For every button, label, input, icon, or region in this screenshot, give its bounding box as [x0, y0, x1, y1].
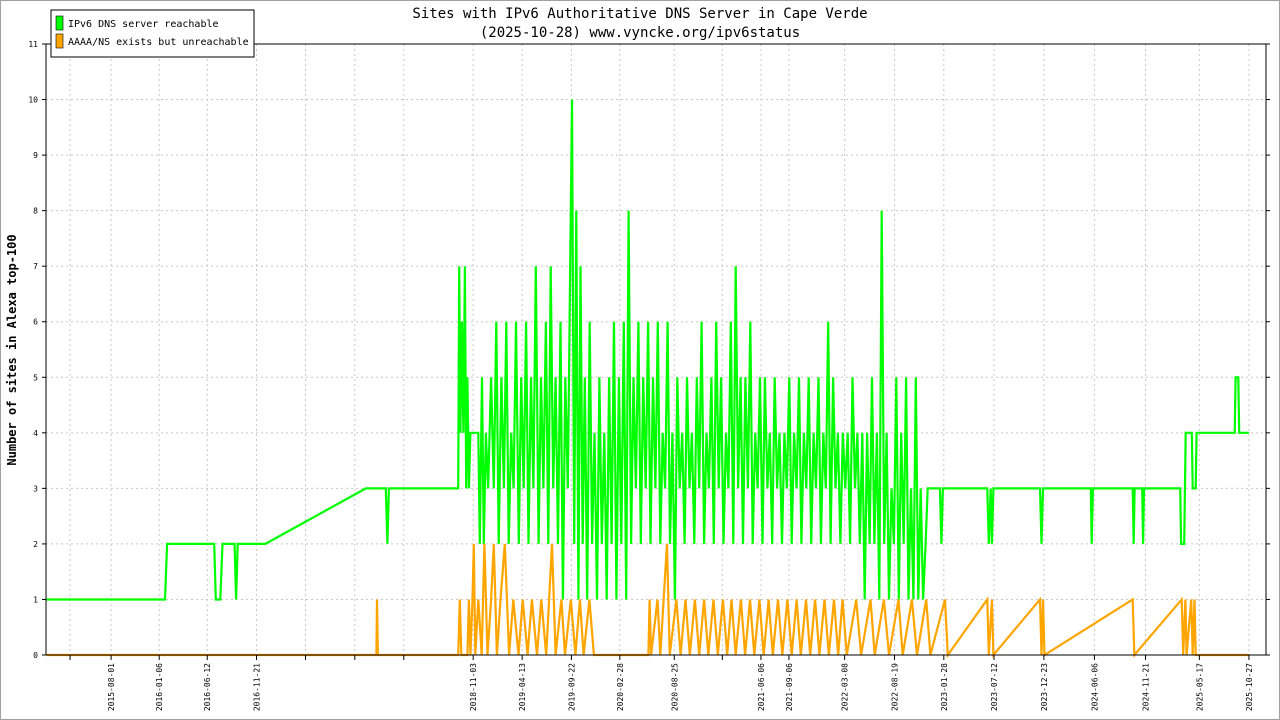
x-tick-label: 2023-01-28: [940, 663, 949, 711]
y-tick-label: 0: [33, 651, 38, 660]
x-tick-label: 2021-06-06: [757, 663, 766, 711]
x-tick-label: 2022-08-19: [891, 663, 900, 711]
x-tick-label: 2018-11-03: [469, 663, 478, 711]
y-tick-label: 5: [33, 373, 38, 382]
legend-swatch-reachable: [55, 15, 64, 31]
y-axis-label: Number of sites in Alexa top-100: [5, 234, 19, 465]
x-tick-label: 2016-06-12: [203, 663, 212, 711]
y-tick-label: 10: [28, 96, 38, 105]
y-tick-label: 1: [33, 595, 38, 604]
x-tick-label: 2015-08-01: [107, 663, 116, 711]
chart-title: Sites with IPv6 Authoritative DNS Server…: [412, 6, 867, 22]
legend: IPv6 DNS server reachable AAAA/NS exists …: [50, 9, 255, 58]
y-tick-label: 4: [33, 429, 38, 438]
x-tick-label: 2022-03-08: [841, 663, 850, 711]
x-tick-label: 2023-12-23: [1040, 663, 1049, 711]
x-tick-label: 2024-06-06: [1090, 663, 1099, 711]
series-line-reachable: [46, 99, 1249, 601]
x-tick-label: 2016-01-06: [155, 663, 164, 711]
y-tick-label: 2: [33, 540, 38, 549]
y-tick-label: 9: [33, 151, 38, 160]
x-tick-label: 2019-04-13: [518, 663, 527, 711]
chart-subtitle: (2025-10-28) www.vyncke.org/ipv6status: [480, 25, 800, 41]
legend-label-reachable: IPv6 DNS server reachable: [68, 19, 219, 30]
y-tick-label: 11: [28, 40, 38, 49]
x-tick-label: 2024-11-21: [1142, 663, 1151, 711]
axes: 0 1 2 3 4 5 6 7 8 9 10 11 2015-08-01 2016-01-06 2016-0…: [28, 40, 1270, 711]
y-tick-label: 6: [33, 318, 38, 327]
x-tick-label: 2016-11-21: [253, 663, 262, 711]
x-tick-label: 2019-09-22: [567, 663, 576, 711]
x-tick-label: 2020-02-28: [616, 663, 625, 711]
x-tick-label: 2025-10-27: [1245, 663, 1254, 711]
x-tick-label: 2025-05-17: [1195, 663, 1204, 711]
plot-frame: [45, 43, 1267, 656]
grid-lines: [46, 43, 1266, 655]
y-tick-label: 7: [33, 262, 38, 271]
y-tick-label: 3: [33, 484, 38, 493]
legend-swatch-unreachable: [55, 33, 64, 49]
x-tick-label: 2020-08-25: [670, 663, 679, 711]
legend-label-unreachable: AAAA/NS exists but unreachable: [68, 37, 249, 48]
legend-box: [50, 9, 255, 58]
x-tick-label: 2021-09-06: [785, 663, 794, 711]
x-tick-label: 2023-07-12: [990, 663, 999, 711]
y-tick-label: 8: [33, 207, 38, 216]
